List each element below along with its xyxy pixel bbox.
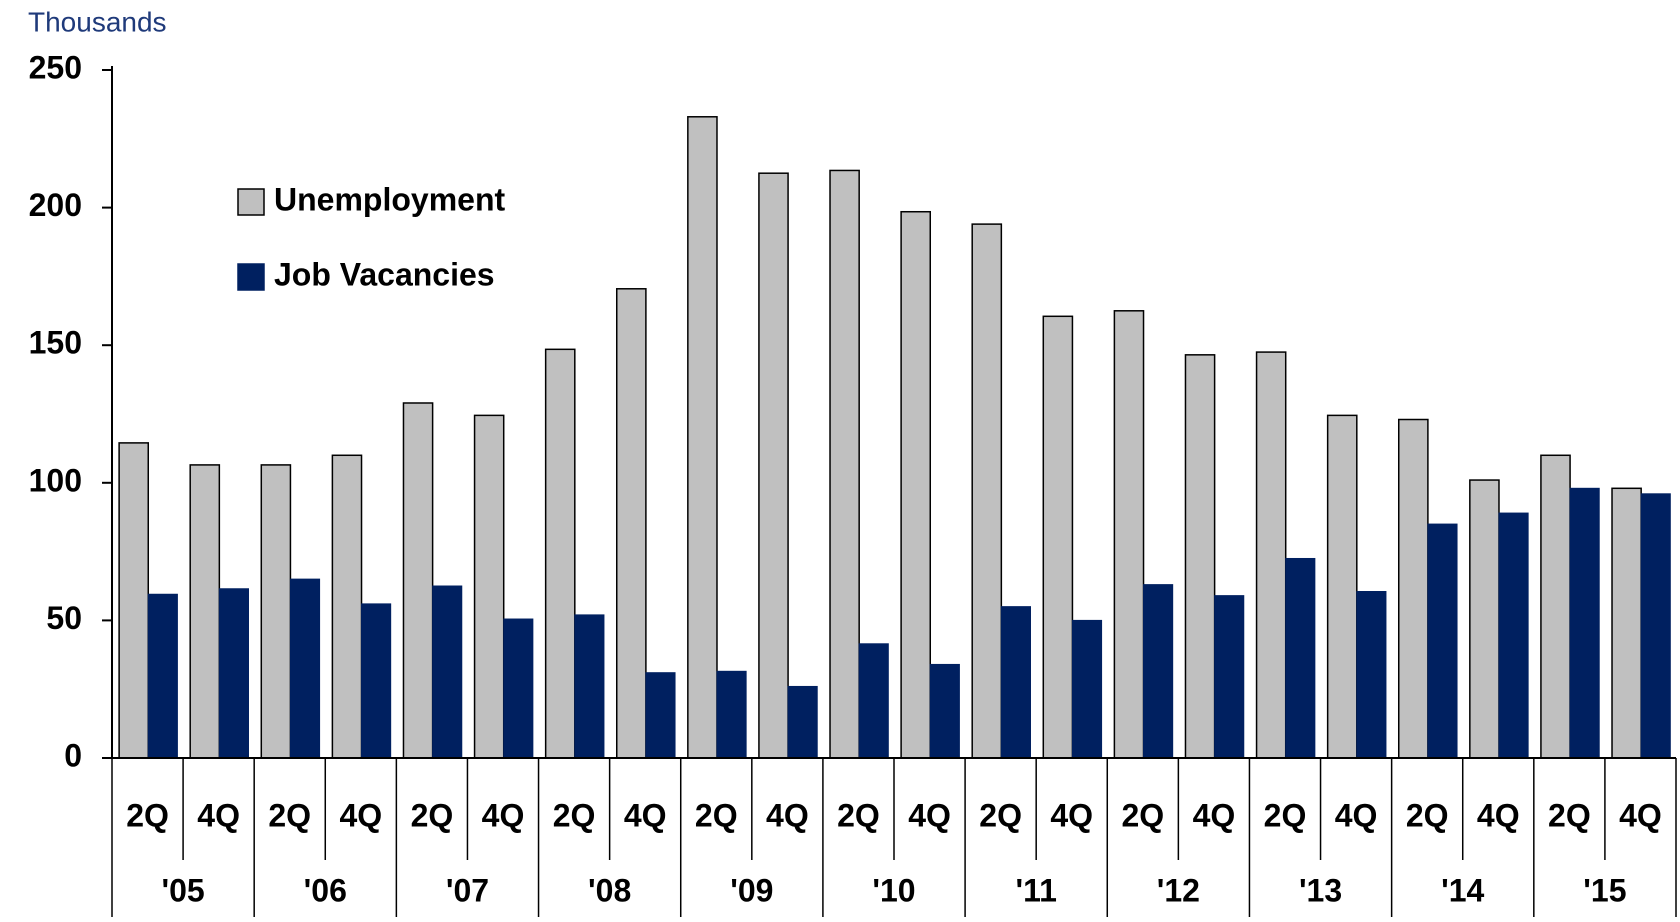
group-label: '14 bbox=[1441, 872, 1484, 908]
x-tick-label: 2Q bbox=[553, 797, 596, 833]
x-tick-label: 4Q bbox=[339, 797, 382, 833]
x-tick-label: 2Q bbox=[1406, 797, 1449, 833]
bar bbox=[971, 223, 1003, 759]
legend-swatch bbox=[237, 188, 265, 216]
y-tick-label: 250 bbox=[29, 49, 82, 85]
bar bbox=[1397, 418, 1429, 759]
bar bbox=[1143, 584, 1174, 759]
bar bbox=[1569, 487, 1600, 759]
bar bbox=[147, 593, 178, 759]
group-label: '08 bbox=[588, 872, 631, 908]
bar bbox=[1071, 619, 1103, 759]
bar bbox=[829, 169, 860, 759]
group-label: '15 bbox=[1583, 872, 1626, 908]
x-tick-label: 2Q bbox=[126, 797, 169, 833]
bar bbox=[1326, 414, 1358, 759]
bar bbox=[1113, 310, 1145, 759]
bar bbox=[473, 414, 505, 759]
bar bbox=[1498, 512, 1529, 759]
x-tick-label: 4Q bbox=[766, 797, 809, 833]
group-label: '07 bbox=[446, 872, 489, 908]
bar bbox=[1469, 479, 1500, 759]
x-tick-label: 4Q bbox=[197, 797, 240, 833]
y-tick-label: 0 bbox=[64, 737, 82, 773]
bar bbox=[1356, 591, 1387, 759]
x-tick-label: 4Q bbox=[1050, 797, 1093, 833]
x-tick-label: 4Q bbox=[1193, 797, 1236, 833]
bar bbox=[1255, 351, 1287, 759]
bar bbox=[929, 663, 960, 759]
bar bbox=[900, 210, 932, 759]
bar bbox=[402, 402, 434, 759]
bar bbox=[1184, 354, 1216, 759]
bar bbox=[574, 614, 605, 759]
x-tick-label: 2Q bbox=[979, 797, 1022, 833]
group-label: '13 bbox=[1299, 872, 1342, 908]
x-tick-label: 4Q bbox=[482, 797, 525, 833]
bar bbox=[118, 442, 150, 759]
y-tick-label: 150 bbox=[29, 325, 82, 361]
x-tick-label: 2Q bbox=[1121, 797, 1164, 833]
legend-label: Unemployment bbox=[274, 181, 505, 217]
x-tick-label: 2Q bbox=[695, 797, 738, 833]
legend-swatch bbox=[237, 263, 265, 291]
bar bbox=[503, 618, 534, 759]
bar bbox=[645, 672, 676, 759]
y-axis-unit: Thousands bbox=[28, 6, 167, 37]
y-tick-label: 100 bbox=[29, 462, 82, 498]
bar bbox=[189, 464, 221, 759]
y-tick-label: 200 bbox=[29, 187, 82, 223]
bar bbox=[1000, 606, 1031, 759]
bar bbox=[687, 116, 718, 759]
group-label: '11 bbox=[1015, 872, 1056, 908]
x-tick-label: 4Q bbox=[624, 797, 667, 833]
group-label: '05 bbox=[161, 872, 204, 908]
bar bbox=[758, 172, 789, 759]
group-label: '09 bbox=[730, 872, 773, 908]
x-tick-label: 2Q bbox=[411, 797, 454, 833]
x-tick-label: 2Q bbox=[837, 797, 880, 833]
bar bbox=[615, 288, 647, 759]
x-tick-label: 4Q bbox=[908, 797, 951, 833]
bar bbox=[432, 585, 463, 759]
x-tick-label: 2Q bbox=[268, 797, 311, 833]
bar bbox=[787, 685, 818, 759]
bar bbox=[1540, 454, 1571, 759]
x-tick-label: 4Q bbox=[1335, 797, 1378, 833]
bar bbox=[218, 588, 249, 759]
bar bbox=[331, 454, 363, 759]
bar bbox=[260, 464, 292, 759]
x-tick-label: 2Q bbox=[1264, 797, 1307, 833]
group-label: '10 bbox=[872, 872, 915, 908]
bar bbox=[361, 603, 392, 759]
bar bbox=[716, 670, 747, 759]
x-tick-label: 2Q bbox=[1548, 797, 1591, 833]
group-label: '12 bbox=[1157, 872, 1200, 908]
bar bbox=[1427, 523, 1458, 759]
bar bbox=[1285, 557, 1316, 759]
x-tick-label: 4Q bbox=[1477, 797, 1520, 833]
bar bbox=[1611, 487, 1642, 759]
bar bbox=[1042, 315, 1074, 759]
bar bbox=[1640, 493, 1671, 759]
bar bbox=[544, 348, 576, 759]
y-tick-label: 50 bbox=[46, 600, 82, 636]
bar bbox=[1214, 595, 1245, 759]
bar bbox=[289, 578, 321, 759]
group-label: '06 bbox=[304, 872, 347, 908]
x-tick-label: 4Q bbox=[1619, 797, 1662, 833]
legend-label: Job Vacancies bbox=[274, 256, 495, 292]
bar bbox=[858, 643, 889, 759]
